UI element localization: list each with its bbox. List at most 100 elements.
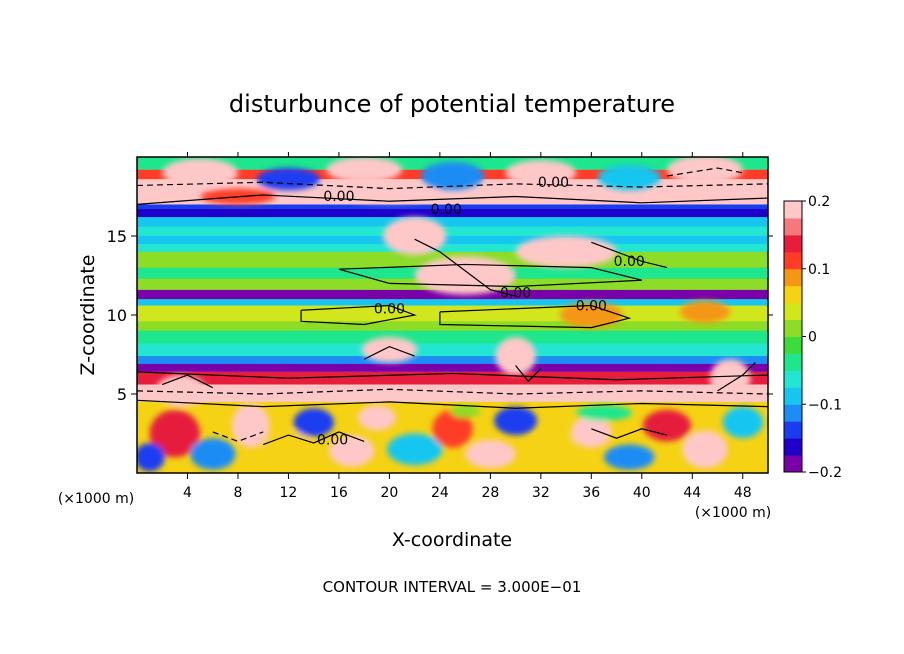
- sub-band-13: [137, 371, 768, 385]
- y-tick-label: 15: [107, 227, 127, 246]
- y-axis-ticks: 5 10 15: [107, 227, 773, 404]
- colorbar-swatch: [784, 234, 802, 253]
- field-feature-37: [679, 300, 731, 323]
- dashed-contour-0: [137, 388, 768, 395]
- x-tick-label: 48: [734, 485, 752, 501]
- colorbar-swatch: [784, 251, 802, 270]
- x-tick-label: 20: [380, 485, 398, 501]
- colorbar-swatch: [784, 217, 802, 236]
- colorbar-ticks: 0.2 0.1 0 −0.1 −0.2: [802, 194, 842, 481]
- contour-line-2: [338, 263, 642, 288]
- sub-band-15: [137, 294, 768, 300]
- dashed-contour-3: [666, 167, 743, 177]
- x-tick-label: 12: [280, 485, 298, 501]
- zero-contour-label: 0.00: [614, 254, 645, 270]
- field-feature-17: [137, 442, 165, 472]
- sub-band-6: [137, 217, 768, 227]
- field-feature-12: [571, 416, 612, 448]
- field-feature-35: [155, 375, 207, 407]
- field-feature-23: [420, 161, 485, 191]
- field-feature-7: [386, 433, 443, 466]
- colorbar-swatch: [784, 285, 802, 304]
- sub-band-12: [137, 363, 768, 372]
- x-tick-label: 16: [330, 485, 348, 501]
- field-feature-33: [495, 337, 536, 376]
- y-axis-label: Z-coordinate: [77, 255, 99, 376]
- field-feature-6: [357, 405, 396, 431]
- colorbar-tick-label: −0.1: [808, 397, 842, 413]
- y-tick-label: 5: [117, 385, 127, 404]
- sub-band-16: [137, 299, 768, 306]
- colorbar-swatch: [784, 201, 802, 219]
- x-tick-label: 28: [481, 485, 499, 501]
- dashed-contour-2: [212, 431, 264, 443]
- colorbar-swatch: [784, 353, 802, 371]
- contour-line-8: [262, 431, 365, 446]
- field-feature-31: [383, 217, 447, 255]
- field-feature-10: [494, 406, 538, 436]
- chart-title: disturbunce of potential temperature: [229, 90, 675, 118]
- contour-line-7: [591, 241, 668, 269]
- field-feature-19: [449, 405, 481, 418]
- sub-band-4: [137, 236, 768, 244]
- sub-band-14: [137, 384, 768, 401]
- colorbar-swatch: [784, 319, 802, 337]
- colorbar-swatch: [784, 370, 802, 388]
- contour-line-11: [363, 345, 415, 360]
- field-feature-1: [190, 438, 236, 470]
- field-feature-20: [162, 158, 238, 188]
- y-tick-label: 10: [107, 306, 127, 325]
- contour-line-1: [439, 304, 632, 329]
- field-feature-22: [326, 157, 403, 183]
- contour-line-0: [300, 304, 417, 326]
- x-axis-ticks: 4 8 12 16 20 24 28 32 36 40 44 48: [183, 152, 752, 501]
- field-feature-26: [667, 157, 743, 184]
- contour-lines: [137, 167, 768, 446]
- field-feature-32: [361, 337, 418, 363]
- field-feature-14: [643, 409, 692, 442]
- field-feature-8: [432, 409, 473, 448]
- field-feature-21: [256, 168, 320, 191]
- y-unit-label: (×1000 m): [58, 491, 134, 507]
- colorbar-swatch: [784, 455, 802, 473]
- x-tick-label: 8: [233, 485, 242, 501]
- zero-contour-label: 0.00: [431, 202, 462, 218]
- field-feature-16: [722, 406, 763, 439]
- contour-line-5: [137, 371, 768, 381]
- x-tick-label: 32: [532, 485, 550, 501]
- field-feature-25: [597, 164, 661, 191]
- field-feature-13: [603, 444, 655, 470]
- sub-band-11: [137, 356, 768, 364]
- sub-band-7: [137, 209, 768, 218]
- colorbar-swatch: [784, 302, 802, 321]
- colorbar-tick-label: 0.1: [808, 262, 830, 278]
- field-feature-3: [263, 430, 314, 469]
- field-feature-36: [559, 302, 623, 328]
- field-feature-24: [505, 160, 577, 186]
- contour-line-10: [515, 365, 542, 383]
- sub-band-8: [137, 305, 768, 322]
- x-tick-label: 40: [633, 485, 651, 501]
- sub-band-9: [137, 330, 768, 344]
- colorbar: [783, 200, 803, 473]
- field-feature-30: [515, 236, 617, 268]
- x-axis-label: X-coordinate: [392, 529, 512, 551]
- contour-line-4: [137, 399, 768, 409]
- sub-band-5: [137, 226, 768, 236]
- colorbar-swatch: [784, 336, 802, 354]
- zero-contour-label: 0.00: [500, 286, 531, 302]
- field-feature-5: [328, 435, 375, 467]
- contour-line-6: [414, 238, 516, 297]
- colorbar-swatch: [784, 404, 802, 422]
- colorbar-tick-label: −0.2: [808, 465, 842, 481]
- sub-band-10: [137, 343, 768, 357]
- colorbar-tick-label: 0.2: [808, 194, 830, 210]
- field-feature-11: [530, 430, 577, 469]
- field-feature-27: [338, 187, 440, 203]
- colorbar-swatch: [784, 421, 802, 439]
- zero-contour-label: 0.00: [317, 433, 348, 449]
- zero-contour-label: 0.00: [538, 175, 569, 191]
- x-tick-label: 24: [431, 485, 449, 501]
- x-tick-label: 44: [683, 485, 701, 501]
